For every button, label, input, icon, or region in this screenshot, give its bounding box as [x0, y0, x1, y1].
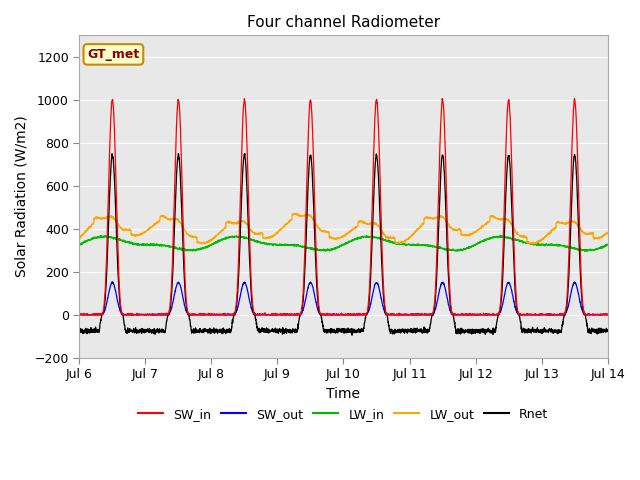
- SW_out: [136, 312, 144, 317]
- LW_in: [136, 242, 143, 248]
- LW_in: [537, 242, 545, 248]
- Rnet: [76, 325, 83, 331]
- SW_out: [76, 312, 83, 317]
- LW_in: [76, 241, 83, 247]
- Legend: SW_in, SW_out, LW_in, LW_out, Rnet: SW_in, SW_out, LW_in, LW_out, Rnet: [134, 403, 554, 426]
- LW_out: [529, 241, 536, 247]
- Line: SW_in: SW_in: [79, 99, 607, 315]
- LW_in: [278, 242, 286, 248]
- SW_out: [278, 312, 286, 318]
- LW_in: [594, 246, 602, 252]
- Rnet: [136, 326, 143, 332]
- Line: LW_in: LW_in: [79, 236, 607, 251]
- Rnet: [604, 328, 611, 334]
- Y-axis label: Solar Radiation (W/m2): Solar Radiation (W/m2): [15, 116, 29, 277]
- Line: LW_out: LW_out: [79, 214, 607, 244]
- LW_out: [136, 231, 143, 237]
- Rnet: [348, 332, 356, 338]
- LW_out: [167, 216, 175, 222]
- LW_out: [278, 226, 286, 231]
- Rnet: [537, 329, 545, 335]
- SW_in: [136, 312, 143, 318]
- Rnet: [594, 327, 602, 333]
- Rnet: [175, 151, 182, 156]
- LW_in: [581, 248, 589, 254]
- SW_in: [594, 311, 602, 317]
- SW_in: [604, 312, 611, 318]
- Text: GT_met: GT_met: [87, 48, 140, 61]
- SW_out: [301, 299, 309, 304]
- Rnet: [167, 300, 175, 305]
- SW_in: [76, 312, 84, 318]
- SW_out: [109, 279, 116, 285]
- Title: Four channel Radiometer: Four channel Radiometer: [247, 15, 440, 30]
- SW_in: [301, 244, 309, 250]
- Rnet: [278, 326, 286, 332]
- SW_out: [76, 312, 84, 318]
- SW_in: [278, 312, 286, 318]
- X-axis label: Time: Time: [326, 387, 360, 401]
- SW_out: [537, 312, 545, 318]
- LW_out: [291, 211, 299, 216]
- Line: Rnet: Rnet: [79, 154, 607, 335]
- LW_out: [76, 234, 83, 240]
- LW_out: [301, 214, 309, 219]
- LW_in: [167, 243, 175, 249]
- Rnet: [301, 266, 309, 272]
- LW_out: [604, 229, 611, 235]
- SW_in: [537, 312, 545, 318]
- LW_in: [301, 244, 308, 250]
- SW_out: [594, 312, 602, 318]
- SW_in: [167, 289, 175, 295]
- SW_out: [168, 306, 175, 312]
- LW_out: [594, 235, 602, 240]
- LW_in: [604, 241, 611, 247]
- SW_in: [571, 96, 579, 102]
- LW_in: [495, 233, 503, 239]
- LW_out: [537, 239, 545, 244]
- Line: SW_out: SW_out: [79, 282, 607, 315]
- SW_in: [76, 311, 83, 316]
- SW_out: [604, 312, 611, 318]
